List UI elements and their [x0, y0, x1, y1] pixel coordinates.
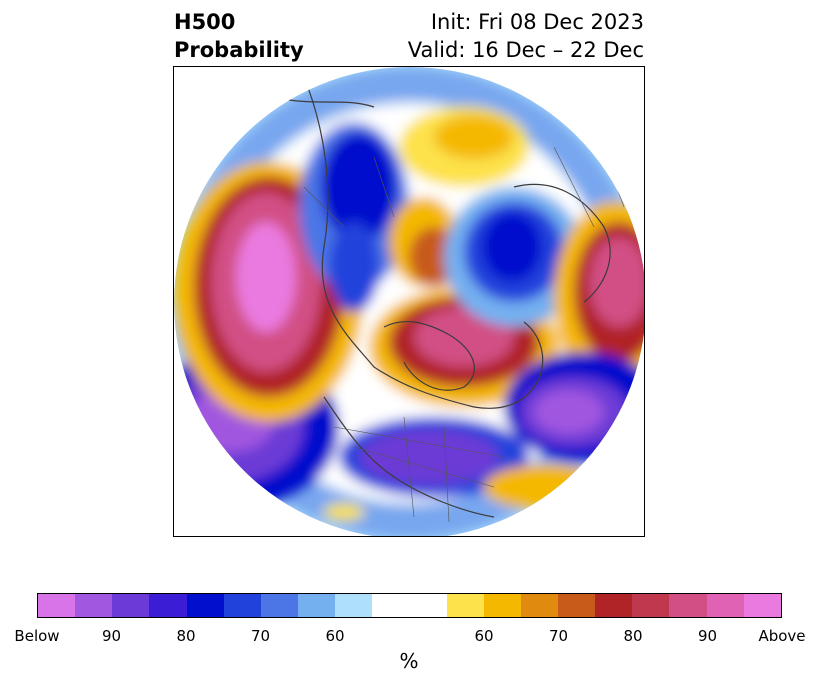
colorbar-tick-label: 70 — [250, 627, 271, 645]
probability-field — [174, 67, 644, 536]
colorbar-segment — [706, 594, 744, 617]
colorbar-tick-label: 70 — [548, 627, 569, 645]
colorbar-tick-label: Below — [14, 627, 60, 645]
title-variable: H500 — [174, 10, 236, 34]
colorbar-segment — [483, 594, 521, 617]
colorbar-segment — [595, 594, 633, 617]
valid-period: Valid: 16 Dec – 22 Dec — [407, 38, 644, 62]
colorbar-segment — [297, 594, 336, 617]
title-product: Probability — [174, 38, 304, 62]
colorbar-segment — [112, 594, 150, 617]
colorbar-tick-label: 60 — [474, 627, 494, 645]
colorbar-tick-label: 80 — [623, 627, 643, 645]
init-time: Init: Fri 08 Dec 2023 — [430, 10, 644, 34]
colorbar-tick-label: 90 — [101, 627, 122, 645]
colorbar-tick-label: 80 — [176, 627, 196, 645]
colorbar-tick-label: Above — [758, 627, 806, 645]
colorbar-segment — [446, 594, 484, 617]
colorbar-segment — [372, 594, 410, 617]
colorbar-segment — [260, 594, 298, 617]
title-right: Init: Fri 08 Dec 2023 Valid: 16 Dec – 22… — [408, 8, 644, 64]
colorbar-segment — [335, 594, 373, 617]
colorbar-segment — [223, 594, 261, 617]
colorbar-segment — [409, 594, 447, 617]
colorbar-segment — [743, 594, 781, 617]
colorbar-segment — [149, 594, 187, 617]
probability-map — [174, 67, 644, 536]
colorbar-tick-label: 60 — [325, 627, 345, 645]
map-panel — [173, 66, 645, 537]
colorbar — [37, 593, 782, 618]
title-left: H500 Probability — [174, 8, 304, 64]
colorbar-tick-label: 90 — [697, 627, 718, 645]
colorbar-segment — [632, 594, 670, 617]
colorbar-unit-label: % — [399, 649, 419, 673]
colorbar-segment — [186, 594, 224, 617]
colorbar-segment — [38, 594, 76, 617]
colorbar-segment — [520, 594, 558, 617]
colorbar-segment — [557, 594, 596, 617]
colorbar-segment — [75, 594, 113, 617]
colorbar-segment — [669, 594, 707, 617]
